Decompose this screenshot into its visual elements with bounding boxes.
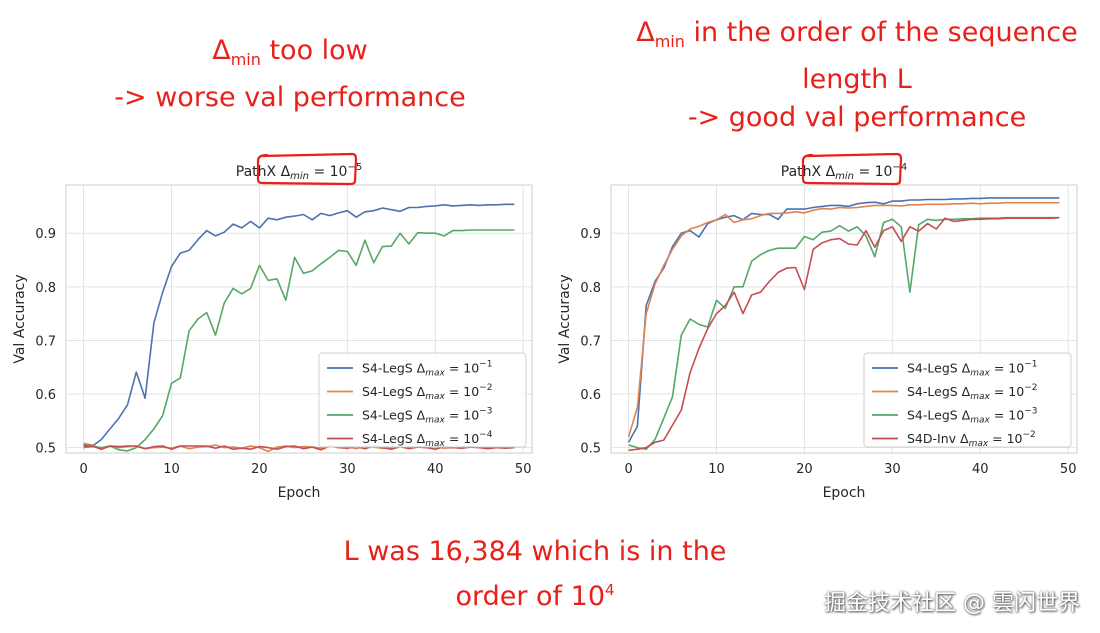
legend-box xyxy=(318,352,527,448)
x-tick-label: 0 xyxy=(624,462,632,477)
title-highlight-circle xyxy=(801,152,903,186)
legend-label-4: S4-LegS Δmax = 10−4 xyxy=(362,430,493,449)
legend-label-2: S4-LegS Δmax = 10−2 xyxy=(362,383,492,402)
y-tick-label: 0.9 xyxy=(580,227,601,242)
y-tick-label: 0.8 xyxy=(580,281,601,296)
annotation-bottom-line1: L was 16,384 which is in the xyxy=(343,536,727,567)
annotation-left-line1: Δmin too low xyxy=(212,35,368,69)
legend-label-3: S4-LegS Δmax = 10−3 xyxy=(907,407,1037,426)
annotation-left-line2: -> worse val performance xyxy=(114,82,466,113)
x-axis-label: Epoch xyxy=(278,485,321,501)
legend-box xyxy=(863,352,1072,448)
y-tick-label: 0.8 xyxy=(35,281,56,296)
chart-title: PathX Δmin = 10−5 xyxy=(236,162,362,182)
legend-label-1: S4-LegS Δmax = 10−1 xyxy=(362,360,492,379)
x-tick-label: 30 xyxy=(884,462,901,477)
watermark: 掘金技术社区 @ 雲闪世界 xyxy=(824,591,1080,616)
y-tick-label: 0.9 xyxy=(35,227,56,242)
annotation-right: Δmin in the order of the sequence length… xyxy=(612,14,1100,137)
series-line-1 xyxy=(627,197,1060,443)
y-tick-label: 0.6 xyxy=(35,388,56,403)
x-tick-label: 0 xyxy=(79,462,87,477)
series-line-1 xyxy=(83,203,515,447)
x-tick-label: 30 xyxy=(339,462,356,477)
legend-label-2: S4-LegS Δmax = 10−2 xyxy=(907,383,1037,402)
x-tick-label: 40 xyxy=(972,462,989,477)
annotation-right-line3: -> good val performance xyxy=(687,102,1027,133)
y-axis-label: Val Accuracy xyxy=(12,274,28,363)
chart-right: 0 10 20 30 40 50 0.5 0.6 0.7 0.8 0.9 Epoch Val Accur… xyxy=(557,152,1078,501)
legend-label-4: S4D-Inv Δmax = 10−2 xyxy=(907,430,1036,449)
x-tick-label: 20 xyxy=(796,462,813,477)
y-axis-label: Val Accuracy xyxy=(557,274,573,363)
x-tick-label: 10 xyxy=(708,462,725,477)
annotation-left: Δmin too low -> worse val performance xyxy=(100,32,480,117)
annotation-right-line1: Δmin in the order of the sequence xyxy=(636,17,1078,51)
annotation-bottom: L was 16,384 which is in the order of 10… xyxy=(300,533,770,616)
x-tick-label: 50 xyxy=(1060,462,1077,477)
chart-left: 0 10 20 30 40 50 0.5 0.6 0.7 0.8 0.9 Epoch Val Accur… xyxy=(12,152,533,501)
series-line-2 xyxy=(627,201,1060,438)
y-tick-label: 0.7 xyxy=(580,334,601,349)
y-tick-label: 0.7 xyxy=(35,334,56,349)
legend-label-3: S4-LegS Δmax = 10−3 xyxy=(362,407,492,426)
annotation-bottom-line2: order of 104 xyxy=(455,581,615,612)
y-tick-label: 0.5 xyxy=(580,442,601,457)
annotation-right-line2: length L xyxy=(802,64,912,95)
title-highlight-circle xyxy=(256,152,358,186)
legend-label-1: S4-LegS Δmax = 10−1 xyxy=(907,360,1037,379)
x-tick-label: 50 xyxy=(515,462,532,477)
x-tick-label: 10 xyxy=(163,462,180,477)
series-line-3 xyxy=(83,229,515,452)
y-tick-label: 0.6 xyxy=(580,388,601,403)
x-tick-label: 20 xyxy=(251,462,268,477)
chart-title: PathX Δmin = 10−4 xyxy=(781,162,907,182)
x-axis-label: Epoch xyxy=(823,485,866,501)
series-line-4 xyxy=(628,216,1060,452)
x-tick-label: 40 xyxy=(427,462,444,477)
y-tick-label: 0.5 xyxy=(35,442,56,457)
